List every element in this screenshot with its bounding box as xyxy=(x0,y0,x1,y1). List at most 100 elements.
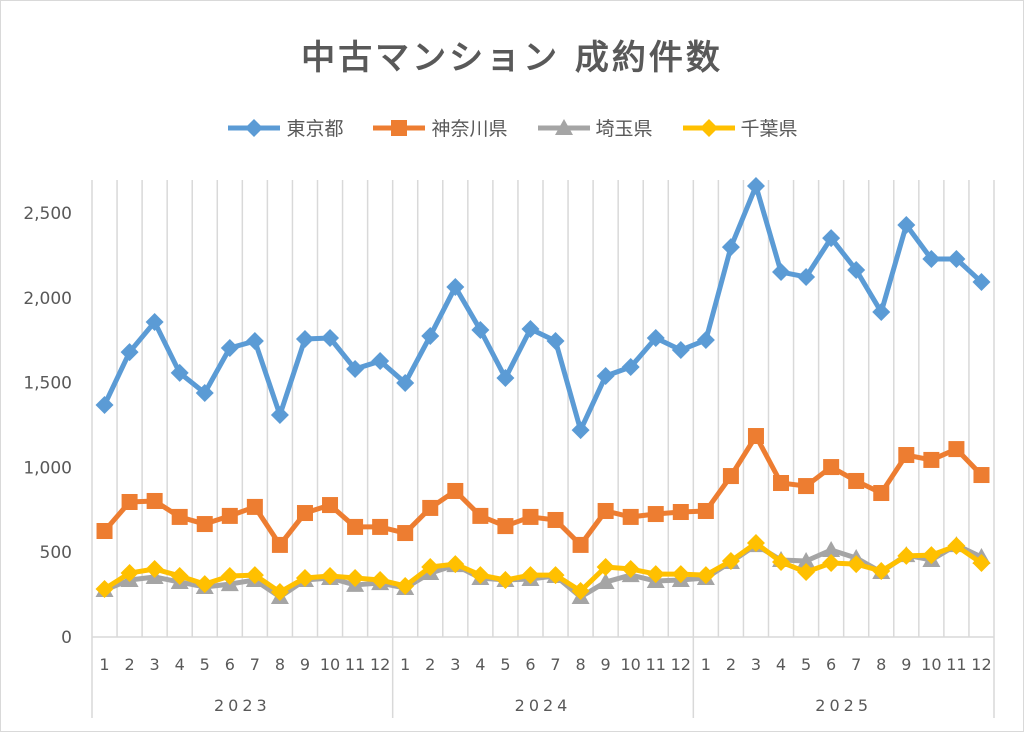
year-label: 2025 xyxy=(815,696,872,715)
legend-item: 神奈川県 xyxy=(371,114,508,141)
data-point xyxy=(571,582,590,601)
data-point xyxy=(646,565,665,584)
data-point xyxy=(295,568,314,587)
triangle-marker-icon xyxy=(537,118,590,135)
data-point xyxy=(322,497,339,514)
data-point xyxy=(596,366,615,385)
x-tick-label: 2 xyxy=(726,655,736,674)
data-point xyxy=(972,554,991,573)
data-point xyxy=(696,566,715,585)
x-tick-label: 6 xyxy=(525,655,535,674)
data-point xyxy=(596,557,615,576)
data-point xyxy=(647,506,664,523)
data-point xyxy=(822,229,841,248)
data-point xyxy=(521,320,540,339)
data-point xyxy=(572,536,589,553)
data-point xyxy=(346,360,365,379)
data-point xyxy=(922,249,941,268)
data-point xyxy=(447,482,464,499)
data-point xyxy=(195,575,214,594)
x-tick-label: 9 xyxy=(300,655,310,674)
year-label: 2023 xyxy=(214,696,271,715)
diamond-marker-icon xyxy=(228,118,281,137)
data-point xyxy=(321,328,340,347)
legend-marker xyxy=(554,118,573,135)
legend-item: 千葉県 xyxy=(681,114,798,141)
data-point xyxy=(621,357,640,376)
data-point xyxy=(170,566,189,585)
data-point xyxy=(547,511,564,528)
x-tick-label: 3 xyxy=(150,655,160,674)
data-point xyxy=(170,363,189,382)
data-point xyxy=(96,523,113,539)
x-tick-label: 12 xyxy=(370,655,390,674)
data-point xyxy=(671,565,690,584)
data-point xyxy=(95,580,114,599)
data-point xyxy=(496,571,515,590)
data-point xyxy=(972,273,991,292)
year-label: 2024 xyxy=(515,696,572,715)
data-point xyxy=(421,326,440,345)
data-point xyxy=(171,508,188,525)
x-tick-label: 9 xyxy=(601,655,611,674)
x-tick-label: 4 xyxy=(475,655,485,674)
x-tick-label: 5 xyxy=(801,655,811,674)
x-tick-label: 7 xyxy=(550,655,560,674)
data-point xyxy=(773,475,790,492)
data-point xyxy=(496,369,515,388)
series-4 xyxy=(95,534,991,602)
data-point xyxy=(671,341,690,360)
data-point xyxy=(772,263,791,282)
diamond-marker-icon xyxy=(682,118,735,137)
data-point xyxy=(847,555,866,574)
data-point xyxy=(271,536,288,553)
data-point xyxy=(621,559,640,578)
data-point xyxy=(822,540,841,557)
data-point xyxy=(848,472,865,489)
x-tick-label: 5 xyxy=(200,655,210,674)
data-point xyxy=(923,451,940,468)
data-point xyxy=(371,571,390,590)
legend-label: 東京都 xyxy=(286,118,344,140)
data-point xyxy=(120,343,139,362)
data-point xyxy=(396,373,415,392)
y-tick-label: 1,500 xyxy=(23,374,72,394)
data-point xyxy=(772,553,791,572)
data-point xyxy=(872,303,891,322)
y-tick-label: 500 xyxy=(40,543,72,563)
data-point xyxy=(220,566,239,585)
x-tick-label: 1 xyxy=(400,655,410,674)
data-point xyxy=(596,573,615,590)
data-point xyxy=(195,383,214,402)
data-point xyxy=(823,459,840,476)
data-point xyxy=(396,576,415,595)
x-tick-label: 5 xyxy=(500,655,510,674)
data-point xyxy=(346,568,365,587)
data-point xyxy=(196,516,213,533)
data-point xyxy=(746,177,765,196)
data-point xyxy=(747,428,764,445)
data-point xyxy=(422,499,439,516)
y-tick-label: 2,500 xyxy=(23,204,72,224)
x-tick-label: 12 xyxy=(971,655,991,674)
data-point xyxy=(947,536,966,555)
x-tick-label: 3 xyxy=(751,655,761,674)
data-point xyxy=(397,525,414,542)
data-point xyxy=(722,468,739,485)
legend-label: 千葉県 xyxy=(740,118,798,140)
data-point xyxy=(546,332,565,351)
y-tick-label: 2,000 xyxy=(23,289,72,309)
data-point xyxy=(120,564,139,583)
data-point xyxy=(822,554,841,573)
x-tick-label: 4 xyxy=(175,655,185,674)
x-tick-label: 11 xyxy=(646,655,666,674)
data-point xyxy=(897,546,916,565)
data-point xyxy=(973,467,990,484)
x-tick-label: 1 xyxy=(99,655,109,674)
data-point xyxy=(421,557,440,576)
data-point xyxy=(898,447,915,464)
data-point xyxy=(296,505,313,522)
x-tick-label: 11 xyxy=(946,655,966,674)
legend-marker xyxy=(391,119,408,136)
